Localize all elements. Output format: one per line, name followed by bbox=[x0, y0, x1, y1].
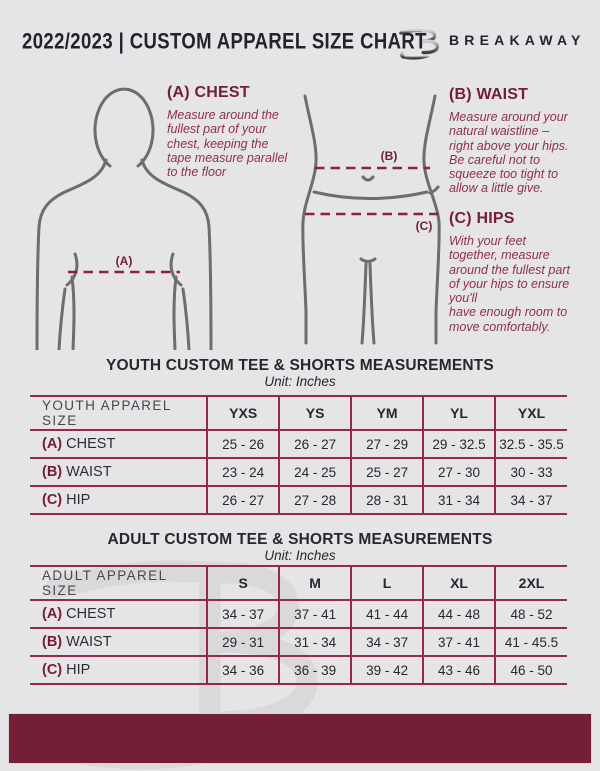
hips-instruction: (C) HIPS With your feet together, measur… bbox=[449, 210, 595, 334]
size-column-header: XL bbox=[422, 565, 496, 600]
waist-instruction: (B) WAIST Measure around your natural wa… bbox=[449, 86, 589, 196]
adult-header-row: ADULT APPAREL SIZE S M L XL 2XL bbox=[30, 565, 567, 600]
measurement-value: 37 - 41 bbox=[278, 599, 352, 628]
measurement-value: 46 - 50 bbox=[494, 655, 567, 685]
chest-instruction-body: Measure around the fullest part of your … bbox=[167, 108, 288, 179]
measurement-value: 25 - 27 bbox=[350, 457, 424, 486]
measurement-value: 34 - 36 bbox=[206, 655, 280, 685]
youth-size-table: YOUTH APPAREL SIZE YXS YS YM YL YXL (A) CHEST… bbox=[30, 395, 567, 515]
size-column-header: YS bbox=[278, 395, 352, 430]
table-row: (A) CHEST 25 - 26 26 - 27 27 - 29 29 - 32.5 3… bbox=[30, 429, 567, 458]
measurement-label: (C) HIP bbox=[30, 655, 208, 685]
measurement-label: (B) WAIST bbox=[30, 457, 208, 486]
breakaway-b-logo-icon bbox=[399, 28, 439, 60]
measurement-value: 27 - 29 bbox=[350, 429, 424, 458]
table-row: (B) WAIST 29 - 31 31 - 34 34 - 37 37 - 41 41 … bbox=[30, 627, 567, 656]
measurement-value: 24 - 25 bbox=[278, 457, 352, 486]
size-column-header: L bbox=[350, 565, 424, 600]
adult-unit-label: Unit: Inches bbox=[264, 548, 336, 563]
measurement-value: 48 - 52 bbox=[494, 599, 567, 628]
footer-bar bbox=[8, 713, 592, 764]
lower-body-figure: (B) (C) bbox=[301, 94, 441, 345]
measurement-value: 28 - 31 bbox=[350, 485, 424, 515]
measurement-value: 37 - 41 bbox=[422, 627, 496, 656]
measurement-label: (A) CHEST bbox=[30, 599, 208, 628]
adult-size-table: ADULT APPAREL SIZE S M L XL 2XL (A) CHEST 34 -… bbox=[30, 565, 567, 685]
hips-measure-label: (C) bbox=[416, 219, 433, 233]
measurement-value: 27 - 28 bbox=[278, 485, 352, 515]
hips-instruction-body: With your feet together, measure around … bbox=[449, 234, 570, 334]
measurement-value: 44 - 48 bbox=[422, 599, 496, 628]
measurement-value: 26 - 27 bbox=[278, 429, 352, 458]
table-row: (C) HIP 26 - 27 27 - 28 28 - 31 31 - 34 34 - … bbox=[30, 485, 567, 515]
youth-unit-label: Unit: Inches bbox=[264, 374, 336, 389]
measurement-value: 34 - 37 bbox=[494, 485, 567, 515]
waist-instruction-heading: (B) WAIST bbox=[449, 86, 529, 103]
size-column-header: YXS bbox=[206, 395, 280, 430]
measurement-value: 27 - 30 bbox=[422, 457, 496, 486]
measurement-value: 25 - 26 bbox=[206, 429, 280, 458]
chest-instruction: (A) CHEST Measure around the fullest par… bbox=[167, 84, 307, 179]
size-column-header: M bbox=[278, 565, 352, 600]
chest-instruction-heading: (A) CHEST bbox=[167, 84, 250, 101]
brand-name: BREAKAWAY bbox=[449, 32, 586, 48]
measurement-value: 43 - 46 bbox=[422, 655, 496, 685]
measurement-value: 26 - 27 bbox=[206, 485, 280, 515]
measurement-value: 41 - 45.5 bbox=[494, 627, 567, 656]
measurement-value: 34 - 37 bbox=[206, 599, 280, 628]
measurement-value: 39 - 42 bbox=[350, 655, 424, 685]
chest-measure-label: (A) bbox=[116, 254, 133, 268]
table-corner-header: ADULT APPAREL SIZE bbox=[30, 565, 208, 600]
size-column-header: 2XL bbox=[494, 565, 567, 600]
measurement-value: 41 - 44 bbox=[350, 599, 424, 628]
measurement-label: (C) HIP bbox=[30, 485, 208, 515]
youth-section-title: YOUTH CUSTOM TEE & SHORTS MEASUREMENTS bbox=[106, 357, 494, 374]
upper-body-figure: (A) bbox=[35, 87, 213, 350]
measurement-label: (B) WAIST bbox=[30, 627, 208, 656]
measurement-value: 23 - 24 bbox=[206, 457, 280, 486]
size-column-header: YXL bbox=[494, 395, 567, 430]
table-corner-header: YOUTH APPAREL SIZE bbox=[30, 395, 208, 430]
table-row: (A) CHEST 34 - 37 37 - 41 41 - 44 44 - 48 48 … bbox=[30, 599, 567, 628]
measurement-value: 32.5 - 35.5 bbox=[494, 429, 567, 458]
waist-instruction-body: Measure around your natural waistline – … bbox=[449, 110, 569, 196]
size-column-header: S bbox=[206, 565, 280, 600]
table-row: (B) WAIST 23 - 24 24 - 25 25 - 27 27 - 30 30 … bbox=[30, 457, 567, 486]
size-column-header: YL bbox=[422, 395, 496, 430]
measurement-value: 31 - 34 bbox=[422, 485, 496, 515]
measurement-value: 31 - 34 bbox=[278, 627, 352, 656]
adult-section-title: ADULT CUSTOM TEE & SHORTS MEASUREMENTS bbox=[107, 531, 493, 548]
measurement-label: (A) CHEST bbox=[30, 429, 208, 458]
measurement-value: 29 - 31 bbox=[206, 627, 280, 656]
hips-instruction-heading: (C) HIPS bbox=[449, 210, 515, 227]
size-column-header: YM bbox=[350, 395, 424, 430]
measurement-value: 30 - 33 bbox=[494, 457, 567, 486]
measurement-value: 34 - 37 bbox=[350, 627, 424, 656]
waist-measure-label: (B) bbox=[381, 149, 398, 163]
youth-header-row: YOUTH APPAREL SIZE YXS YS YM YL YXL bbox=[30, 395, 567, 430]
page-title: 2022/2023 | CUSTOM APPAREL SIZE CHART bbox=[22, 28, 427, 54]
table-row: (C) HIP 34 - 36 36 - 39 39 - 42 43 - 46 46 - … bbox=[30, 655, 567, 685]
measurement-value: 29 - 32.5 bbox=[422, 429, 496, 458]
measurement-value: 36 - 39 bbox=[278, 655, 352, 685]
